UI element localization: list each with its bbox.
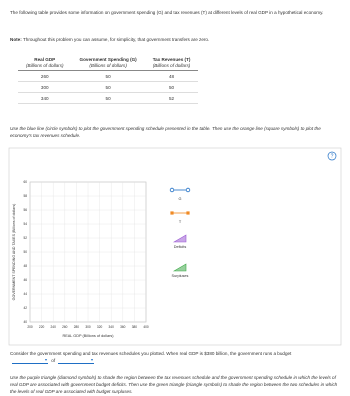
table-cell: 50 [71, 70, 145, 82]
table-cell: 50 [71, 92, 145, 104]
table-header: Real GDP (Billions of dollars) Government … [18, 56, 199, 71]
x-axis-label: REAL GDP (Billions of dollars) [62, 334, 114, 338]
shading-instruction: Use the purple triangle (diamond symbols… [10, 375, 338, 394]
header-title: Tax Revenues (T) [152, 57, 191, 62]
table-cell: 260 [18, 70, 72, 82]
note: Note: Throughout this problem you can as… [10, 36, 340, 43]
table-row: 260 50 48 [18, 70, 199, 82]
y-tick-label: 48 [23, 264, 27, 268]
x-tick-label: 240 [51, 325, 57, 329]
graph-panel: ? GOVERNMENT SPENDING AND TAXES (Billion… [8, 147, 342, 346]
note-label: Note: [10, 37, 22, 42]
note-text: Throughout this problem you can assume, … [22, 37, 210, 42]
x-tick-label: 220 [39, 325, 45, 329]
help-button[interactable] [327, 151, 337, 161]
tool-label[interactable]: Surpluses [172, 274, 189, 278]
y-tick-label: 60 [23, 180, 27, 184]
tool-label[interactable]: T [179, 220, 182, 224]
question-text: Consider the government spending and tax… [10, 351, 292, 356]
y-tick-label: 54 [23, 222, 27, 226]
data-table: Real GDP (Billions of dollars) Government … [18, 56, 199, 104]
tool-label[interactable]: G [179, 197, 182, 201]
x-tick-label: 280 [74, 325, 80, 329]
tool-handle[interactable] [185, 187, 191, 193]
y-tick-label: 50 [23, 250, 27, 254]
table-cell: 300 [18, 81, 72, 93]
budget-type-dropdown[interactable] [12, 358, 48, 364]
y-axis-label: GOVERNMENT SPENDING AND TAXES (Billions … [12, 204, 16, 301]
header-unit: (Billions of dollars) [26, 63, 64, 68]
budget-amount-dropdown[interactable] [58, 358, 95, 364]
tool-handle[interactable] [186, 211, 190, 215]
panel-border [8, 147, 342, 346]
x-tick-label: 300 [85, 325, 91, 329]
x-tick-label: 200 [27, 325, 33, 329]
y-tick-label: 44 [23, 292, 27, 296]
y-tick-label: 46 [23, 278, 27, 282]
table-cell: 48 [144, 70, 199, 82]
tool-handle[interactable] [169, 187, 175, 193]
header-title: Government Spending (G) [79, 57, 137, 62]
header-title: Real GDP [34, 57, 56, 62]
x-tick-label: 340 [109, 325, 115, 329]
table-row: 340 50 52 [18, 92, 199, 104]
x-tick-label: 360 [120, 325, 126, 329]
y-tick-label: 56 [23, 208, 27, 212]
header-unit: (Billions of dollars) [152, 63, 191, 68]
table-cell: 52 [144, 92, 199, 104]
question-of: of [51, 358, 56, 363]
column-header: Tax Revenues (T) (Billions of dollars) [145, 56, 199, 71]
y-tick-label: 40 [23, 320, 27, 324]
table-cell: 340 [18, 92, 72, 104]
x-tick-label: 320 [97, 325, 103, 329]
help-label[interactable]: ? [331, 154, 334, 160]
tool-shape[interactable] [172, 263, 187, 272]
tool-label[interactable]: Deficits [174, 245, 187, 249]
x-tick-label: 400 [143, 325, 149, 329]
y-tick-label: 42 [23, 306, 27, 310]
table-row: 300 50 50 [18, 81, 199, 93]
y-tick-label: 58 [23, 194, 27, 198]
intro: The following table provides some inform… [10, 10, 324, 15]
x-tick-label: 260 [62, 325, 68, 329]
table-body: 260 50 48 300 50 50 340 50 52 [18, 70, 199, 104]
instruction: Use the blue line (circle symbols) to pl… [10, 126, 321, 138]
tool-shape[interactable] [172, 234, 187, 243]
table-cell: 50 [71, 81, 145, 93]
question: Consider the government spending and tax… [10, 350, 340, 364]
table-cell: 50 [144, 81, 199, 93]
column-header: Real GDP (Billions of dollars) [18, 56, 72, 71]
x-tick-label: 380 [132, 325, 138, 329]
y-tick-label: 52 [23, 236, 27, 240]
tool-handle[interactable] [170, 211, 174, 215]
header-unit: (Billions of dollars) [89, 63, 127, 68]
column-header: Government Spending (G) (Billions of doll… [72, 56, 145, 71]
